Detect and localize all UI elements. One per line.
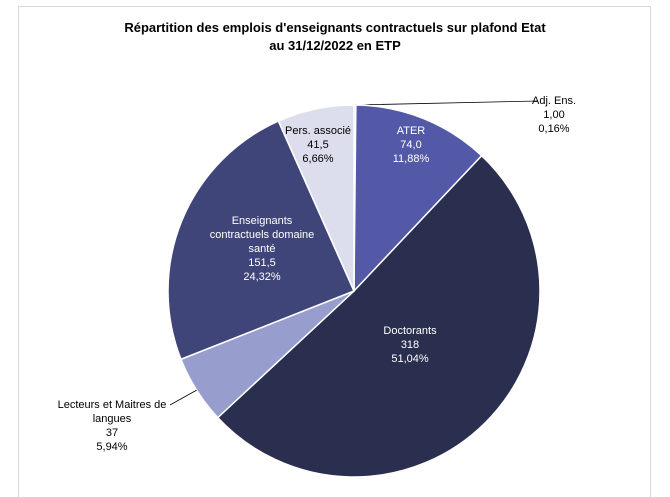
pie-slice bbox=[277, 104, 355, 292]
slice-value: 1,00 bbox=[543, 109, 565, 121]
slice-label: Adj. Ens. 1,00 0,16% bbox=[514, 94, 594, 136]
slice-percent: 51,04% bbox=[391, 353, 429, 365]
slice-value: 37 bbox=[105, 427, 119, 439]
slice-percent: 24,32% bbox=[243, 271, 281, 283]
slice-name: Enseignants contractuels domaine santé bbox=[209, 215, 315, 255]
slice-label: Pers. associé 41,5 6,66% bbox=[278, 124, 358, 166]
slice-value: 151,5 bbox=[248, 257, 276, 269]
slice-percent: 0,16% bbox=[538, 123, 570, 135]
pie-slice bbox=[353, 104, 483, 293]
slice-name: Pers. associé bbox=[284, 125, 352, 137]
slice-name: Adj. Ens. bbox=[531, 95, 577, 107]
slice-label: ATER 74,0 11,88% bbox=[366, 124, 456, 166]
chart-frame bbox=[18, 6, 651, 497]
leader-line bbox=[169, 389, 197, 406]
slice-percent: 5,94% bbox=[96, 441, 128, 453]
chart-title: Répartition des emplois d'enseignants co… bbox=[124, 20, 546, 35]
leader-line bbox=[354, 100, 539, 106]
slice-value: 41,5 bbox=[307, 139, 329, 151]
slice-name: Lecteurs et Maitres de langues bbox=[57, 399, 167, 425]
slice-name: Doctorants bbox=[383, 325, 437, 337]
slice-name: ATER bbox=[396, 125, 426, 137]
slice-label: Enseignants contractuels domaine santé 15… bbox=[202, 214, 322, 284]
slice-value: 74,0 bbox=[400, 139, 422, 151]
pie-slice bbox=[167, 120, 356, 361]
slice-label: Lecteurs et Maitres de langues 37 5,94% bbox=[47, 398, 177, 454]
slice-percent: 6,66% bbox=[302, 153, 334, 165]
pie-slice bbox=[216, 154, 541, 478]
slice-value: 318 bbox=[400, 339, 420, 351]
slice-percent: 11,88% bbox=[392, 153, 430, 165]
slice-label: Doctorants 318 51,04% bbox=[365, 324, 455, 366]
chart-title: au 31/12/2022 en ETP bbox=[269, 38, 401, 53]
